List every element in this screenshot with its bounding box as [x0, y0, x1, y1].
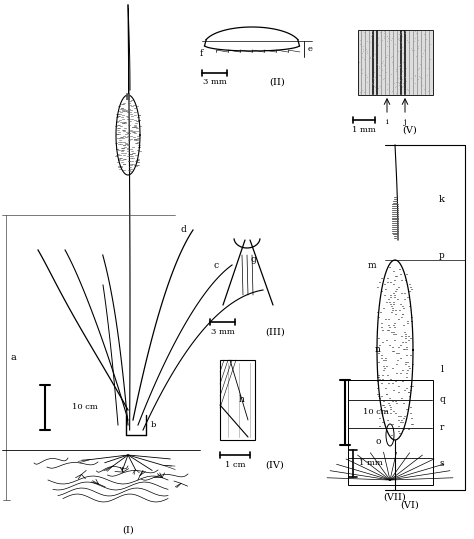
Text: (VI): (VI): [401, 501, 419, 509]
Text: p: p: [439, 251, 445, 259]
Text: d: d: [180, 225, 186, 234]
Text: 1 cm: 1 cm: [225, 461, 245, 469]
Text: (V): (V): [402, 126, 418, 135]
Text: (III): (III): [265, 328, 285, 336]
Bar: [358, 30, 433, 95]
Text: a: a: [11, 354, 17, 363]
Text: l: l: [440, 365, 444, 375]
Text: o: o: [375, 438, 381, 446]
Text: 1 mm: 1 mm: [359, 459, 383, 467]
Text: (II): (II): [269, 78, 285, 86]
Text: s: s: [440, 459, 445, 467]
Ellipse shape: [386, 424, 394, 446]
Text: r: r: [440, 424, 444, 432]
Text: k: k: [439, 196, 445, 204]
Text: 3 mm: 3 mm: [211, 328, 235, 336]
Text: (IV): (IV): [265, 460, 284, 469]
Text: (I): (I): [122, 526, 134, 535]
Text: 10 cm: 10 cm: [363, 408, 389, 416]
Bar: [348, 380, 433, 485]
Text: i: i: [386, 118, 388, 126]
Text: q: q: [440, 396, 446, 404]
Text: (VII): (VII): [383, 493, 406, 501]
Text: n: n: [375, 345, 381, 355]
Text: j: j: [404, 118, 406, 126]
Text: b: b: [150, 421, 155, 429]
Text: f: f: [200, 50, 203, 59]
Text: m: m: [368, 260, 376, 270]
Text: 3 mm: 3 mm: [203, 78, 227, 86]
Text: e: e: [308, 45, 312, 53]
Text: h: h: [239, 396, 245, 404]
Text: g: g: [250, 255, 256, 265]
Text: 10 cm: 10 cm: [72, 403, 98, 411]
Text: 1 mm: 1 mm: [352, 126, 376, 134]
Text: c: c: [213, 260, 219, 270]
Bar: [220, 360, 255, 440]
